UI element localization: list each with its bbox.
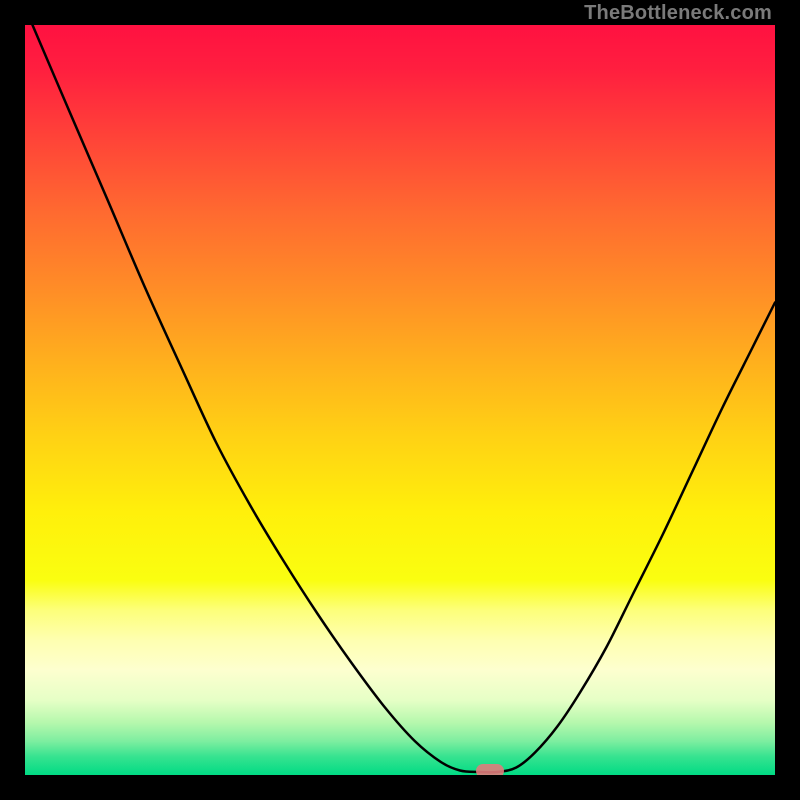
chart-frame bbox=[0, 0, 800, 800]
watermark-label: TheBottleneck.com bbox=[584, 2, 772, 25]
bottleneck-curve bbox=[25, 25, 775, 775]
optimal-point-marker bbox=[476, 764, 504, 776]
plot-area bbox=[25, 25, 775, 775]
